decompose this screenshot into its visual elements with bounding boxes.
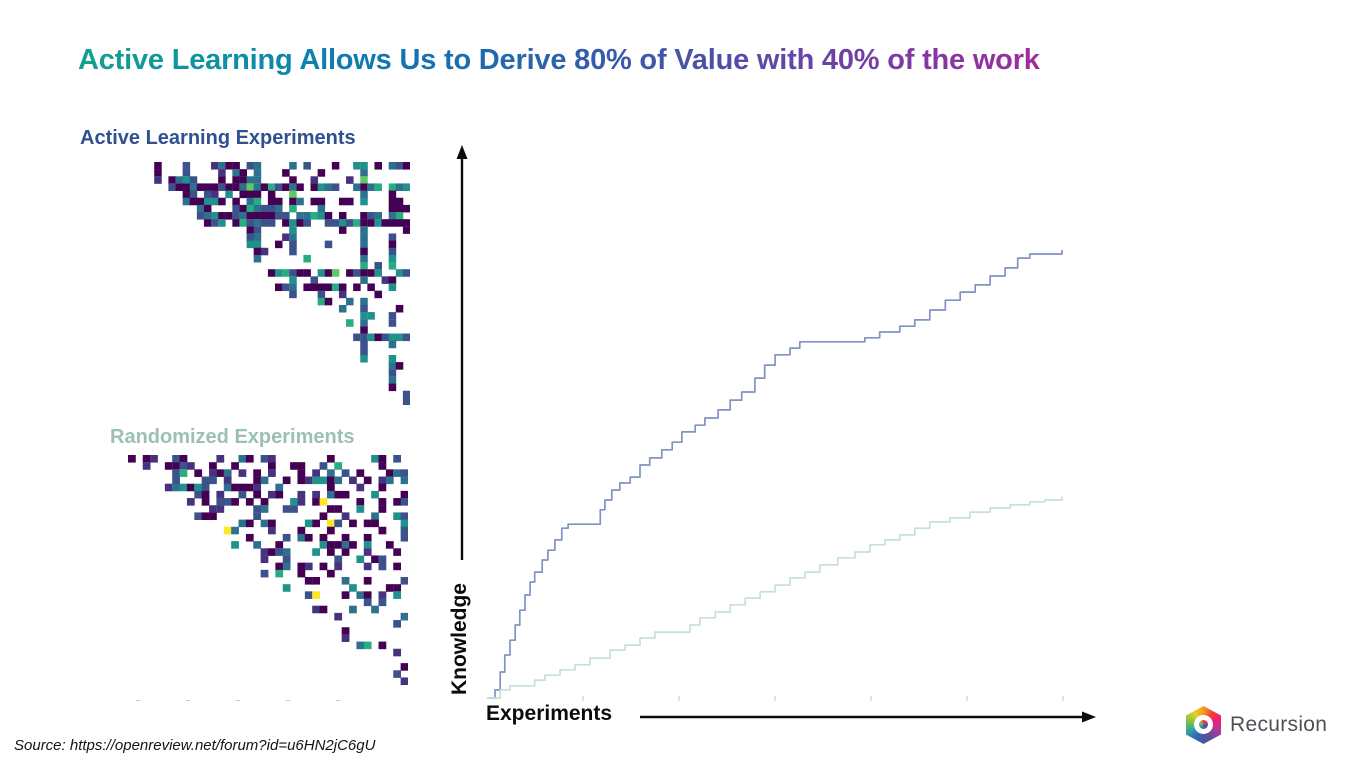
active-learning-heatmap-title: Active Learning Experiments <box>80 127 356 149</box>
randomized-heatmap <box>128 455 408 699</box>
heatmap-axis-tick <box>136 700 140 701</box>
x-axis-ticks <box>582 696 1064 701</box>
y-axis-label: Knowledge <box>448 583 471 696</box>
slide-title: Active Learning Allows Us to Derive 80% … <box>78 44 1318 77</box>
active-learning-heatmap <box>140 162 410 405</box>
active-learning-line <box>487 250 1063 699</box>
heatmap-axis-tick <box>286 700 290 701</box>
heatmap-axis-tick <box>336 700 340 701</box>
x-axis-arrow <box>640 711 1096 723</box>
recursion-logo: Recursion <box>1186 705 1365 745</box>
knowledge-vs-experiments-chart <box>456 145 1096 723</box>
x-axis-label: Experiments <box>486 702 613 725</box>
y-axis-arrow <box>456 145 468 560</box>
randomized-heatmap-title: Randomized Experiments <box>110 426 355 448</box>
heatmap-axis-tick <box>186 700 190 701</box>
randomized-line <box>487 496 1063 699</box>
heatmap-axis-tick <box>236 700 240 701</box>
recursion-wordmark: Recursion <box>1230 713 1328 736</box>
source-citation-link[interactable]: Source: https://openreview.net/forum?id=… <box>14 737 376 754</box>
recursion-hexagon-icon <box>1186 706 1221 744</box>
